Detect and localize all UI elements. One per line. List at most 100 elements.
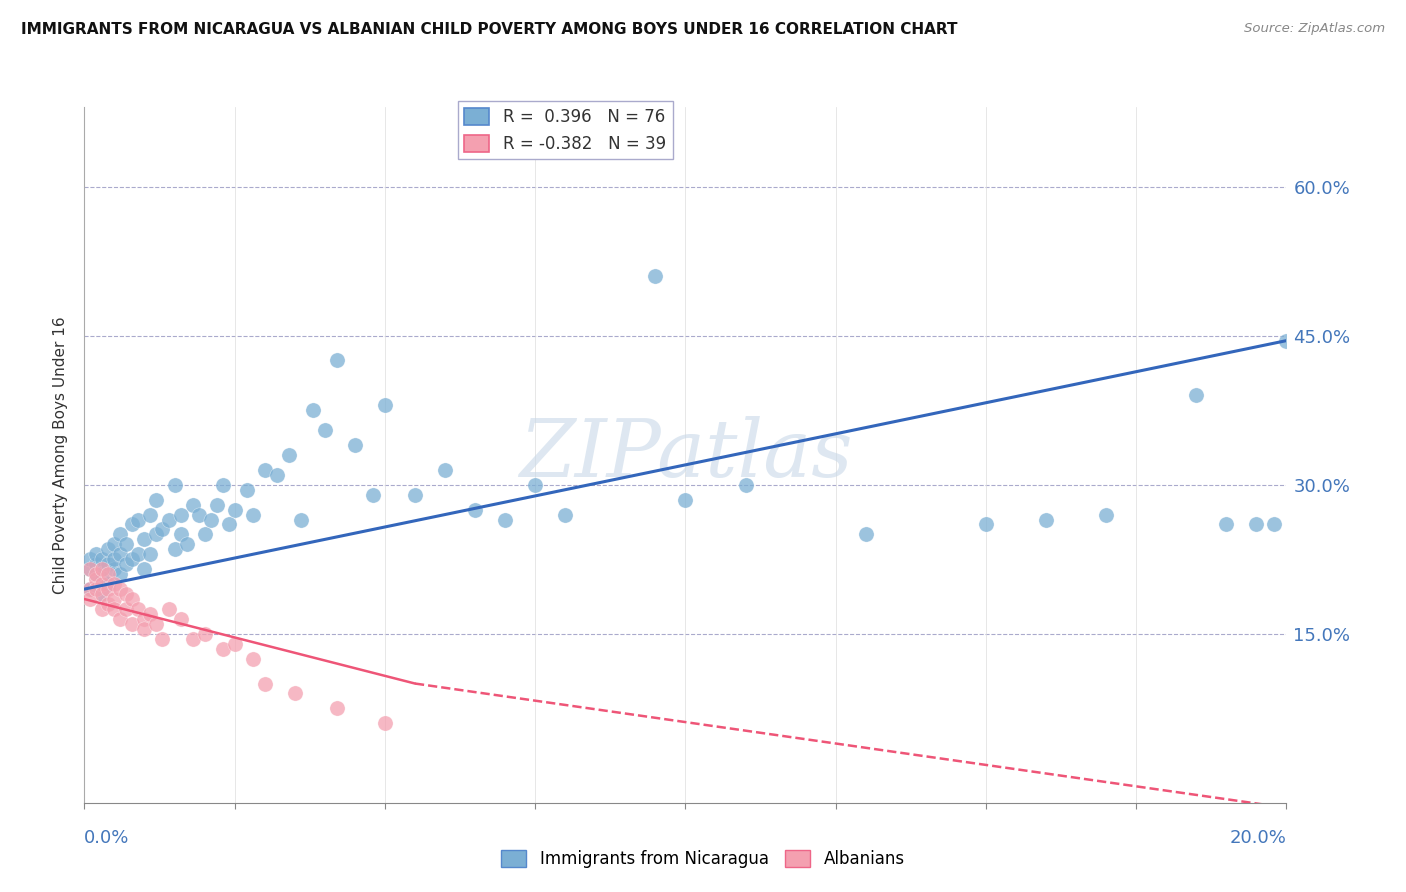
Point xyxy=(1035,512,1057,526)
Point xyxy=(79,552,101,566)
Point xyxy=(127,512,149,526)
Point xyxy=(103,577,125,591)
Text: 20.0%: 20.0% xyxy=(1230,829,1286,847)
Point xyxy=(79,562,101,576)
Point xyxy=(127,547,149,561)
Point xyxy=(86,558,108,572)
Point xyxy=(235,483,257,497)
Point xyxy=(194,527,217,541)
Point xyxy=(97,582,120,596)
Point xyxy=(127,602,149,616)
Point xyxy=(110,547,132,561)
Point xyxy=(110,582,132,596)
Point xyxy=(86,582,108,596)
Point xyxy=(404,488,426,502)
Point xyxy=(169,612,191,626)
Point xyxy=(91,587,114,601)
Point xyxy=(675,492,697,507)
Point xyxy=(91,562,114,576)
Point xyxy=(115,587,138,601)
Point xyxy=(97,542,120,557)
Point xyxy=(152,632,174,646)
Point xyxy=(91,572,114,586)
Point xyxy=(211,641,233,656)
Point xyxy=(1215,517,1237,532)
Point xyxy=(97,567,120,582)
Point xyxy=(1185,388,1208,402)
Point xyxy=(139,607,162,621)
Point xyxy=(110,612,132,626)
Point xyxy=(134,612,156,626)
Text: ZIPatlas: ZIPatlas xyxy=(519,417,852,493)
Point xyxy=(374,398,396,412)
Point xyxy=(163,542,186,557)
Point xyxy=(314,423,336,437)
Point xyxy=(301,403,323,417)
Point xyxy=(277,448,299,462)
Text: IMMIGRANTS FROM NICARAGUA VS ALBANIAN CHILD POVERTY AMONG BOYS UNDER 16 CORRELAT: IMMIGRANTS FROM NICARAGUA VS ALBANIAN CH… xyxy=(21,22,957,37)
Point xyxy=(86,572,108,586)
Point xyxy=(115,602,138,616)
Point xyxy=(224,502,246,516)
Point xyxy=(79,592,101,607)
Point xyxy=(242,651,264,665)
Point xyxy=(644,268,666,283)
Point xyxy=(86,547,108,561)
Point xyxy=(145,527,167,541)
Point xyxy=(524,477,547,491)
Point xyxy=(326,353,349,368)
Point xyxy=(494,512,516,526)
Point xyxy=(139,508,162,522)
Point xyxy=(91,552,114,566)
Point xyxy=(554,508,576,522)
Point xyxy=(157,602,180,616)
Point xyxy=(134,533,156,547)
Legend: R =  0.396   N = 76, R = -0.382   N = 39: R = 0.396 N = 76, R = -0.382 N = 39 xyxy=(458,102,672,160)
Point xyxy=(121,616,143,631)
Point xyxy=(79,562,101,576)
Point xyxy=(181,632,204,646)
Point xyxy=(115,537,138,551)
Y-axis label: Child Poverty Among Boys Under 16: Child Poverty Among Boys Under 16 xyxy=(53,316,69,594)
Point xyxy=(200,512,222,526)
Point xyxy=(224,637,246,651)
Point xyxy=(374,716,396,731)
Point xyxy=(187,508,209,522)
Point xyxy=(1246,517,1268,532)
Point xyxy=(242,508,264,522)
Point xyxy=(1263,517,1285,532)
Point xyxy=(79,582,101,596)
Point xyxy=(103,602,125,616)
Point xyxy=(103,552,125,566)
Point xyxy=(121,552,143,566)
Point xyxy=(139,547,162,561)
Point xyxy=(79,582,101,596)
Point xyxy=(145,616,167,631)
Point xyxy=(1275,334,1298,348)
Point xyxy=(86,567,108,582)
Point xyxy=(194,627,217,641)
Point xyxy=(110,527,132,541)
Point xyxy=(134,622,156,636)
Point xyxy=(205,498,228,512)
Point xyxy=(169,508,191,522)
Point xyxy=(152,523,174,537)
Point xyxy=(91,562,114,576)
Point xyxy=(91,587,114,601)
Point xyxy=(855,527,877,541)
Point xyxy=(181,498,204,512)
Legend: Immigrants from Nicaragua, Albanians: Immigrants from Nicaragua, Albanians xyxy=(495,843,911,875)
Point xyxy=(266,467,288,482)
Text: Source: ZipAtlas.com: Source: ZipAtlas.com xyxy=(1244,22,1385,36)
Point xyxy=(361,488,384,502)
Point xyxy=(110,567,132,582)
Point xyxy=(169,527,191,541)
Point xyxy=(121,592,143,607)
Point xyxy=(434,463,457,477)
Point xyxy=(1095,508,1118,522)
Point xyxy=(343,438,366,452)
Point xyxy=(97,577,120,591)
Point xyxy=(253,463,276,477)
Point xyxy=(121,517,143,532)
Point xyxy=(103,562,125,576)
